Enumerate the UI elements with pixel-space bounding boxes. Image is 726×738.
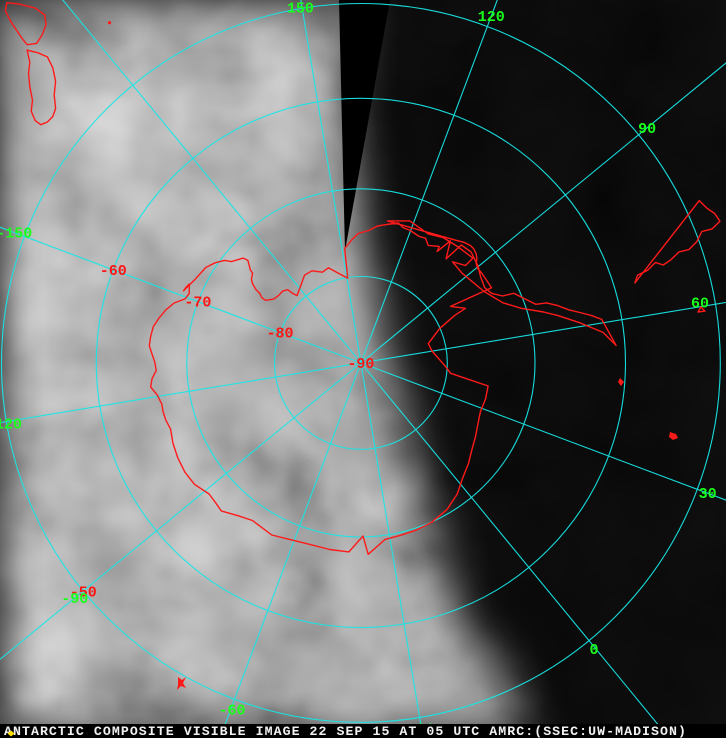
svg-text:0: 0 xyxy=(589,642,598,659)
svg-text:-90: -90 xyxy=(61,591,88,608)
svg-text:150: 150 xyxy=(287,1,314,18)
svg-text:-70: -70 xyxy=(184,295,211,312)
svg-text:90: 90 xyxy=(638,121,656,138)
svg-text:-150: -150 xyxy=(0,226,32,243)
svg-text:-60: -60 xyxy=(218,703,245,720)
svg-text:60: 60 xyxy=(691,295,709,312)
svg-text:-120: -120 xyxy=(0,416,22,433)
svg-text:-90: -90 xyxy=(347,356,374,373)
svg-text:120: 120 xyxy=(478,9,505,26)
svg-text:30: 30 xyxy=(699,486,717,503)
svg-text:-60: -60 xyxy=(100,263,127,280)
svg-text:-80: -80 xyxy=(266,326,293,343)
svg-text:ANTARCTIC COMPOSITE VISIBLE IM: ANTARCTIC COMPOSITE VISIBLE IMAGE 22 SEP… xyxy=(4,724,687,738)
